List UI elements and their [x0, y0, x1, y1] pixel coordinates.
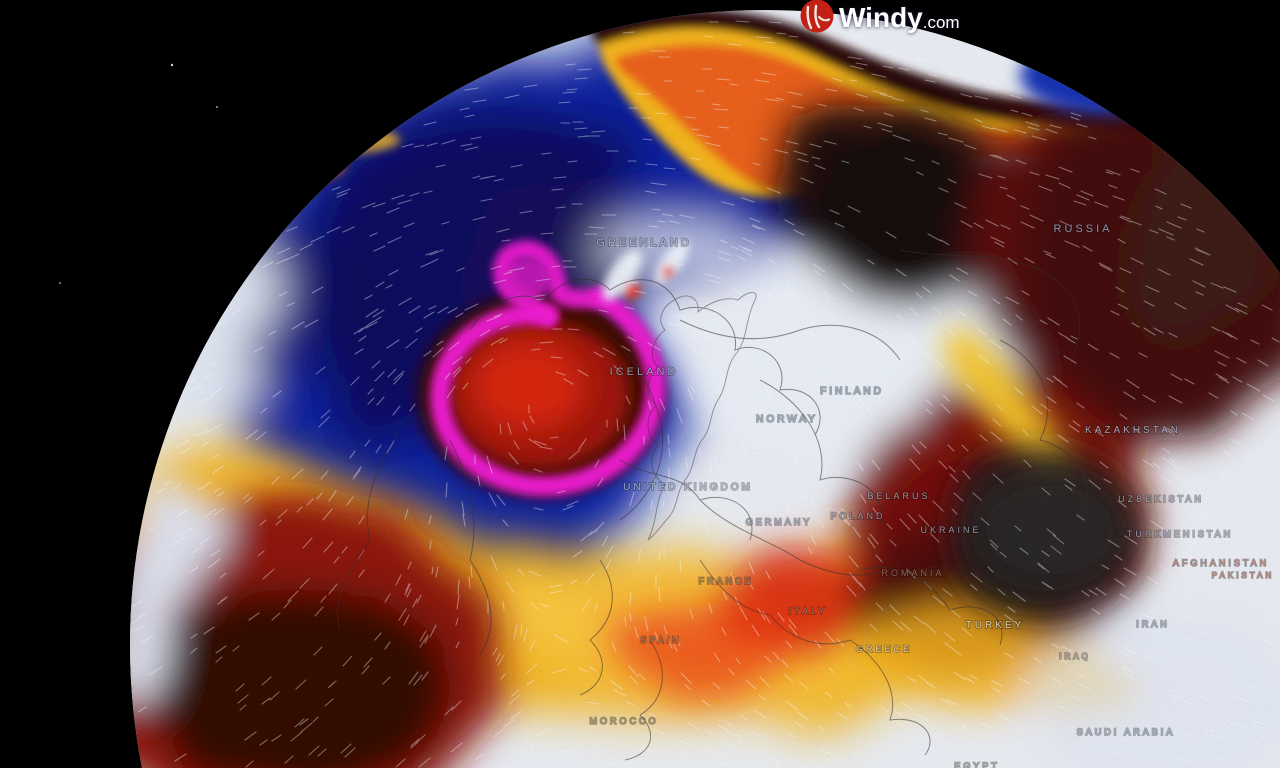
svg-text:Windy.com: Windy.com — [839, 2, 960, 33]
